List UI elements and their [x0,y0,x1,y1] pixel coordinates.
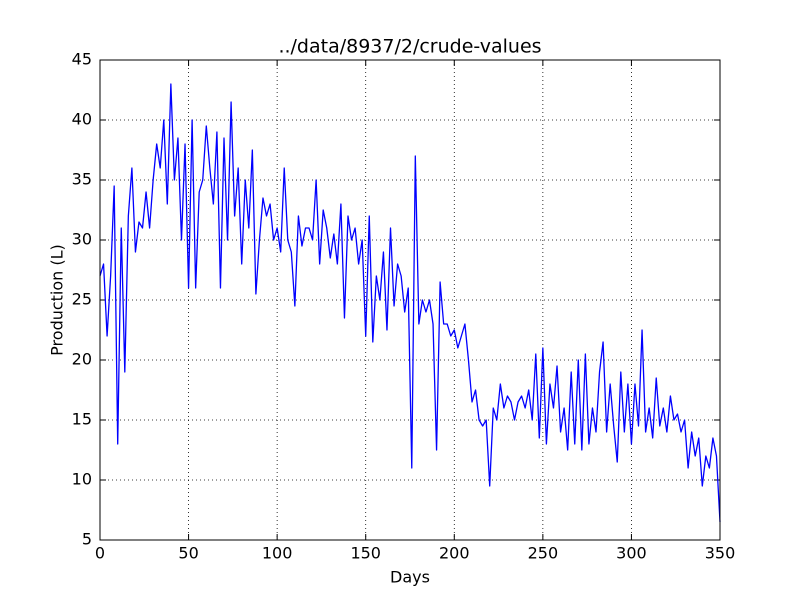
y-tick-label: 5 [82,530,92,549]
x-tick-label: 50 [178,544,198,563]
chart-title: ../data/8937/2/crude-values [278,36,541,58]
x-axis-label: Days [390,568,430,587]
x-tick-label: 300 [616,544,647,563]
x-tick-label: 0 [95,544,105,563]
y-tick-label: 40 [72,110,92,129]
x-tick-label: 250 [528,544,559,563]
y-tick-label: 30 [72,230,92,249]
x-tick-label: 200 [439,544,470,563]
x-tick-label: 150 [350,544,381,563]
y-axis-label: Production (L) [48,244,67,356]
y-tick-label: 25 [72,290,92,309]
y-tick-label: 15 [72,410,92,429]
x-tick-label: 100 [262,544,293,563]
y-tick-label: 45 [72,50,92,69]
y-tick-label: 20 [72,350,92,369]
data-line [99,83,721,523]
y-tick-label: 35 [72,170,92,189]
plot-frame [99,59,721,541]
y-tick-label: 10 [72,470,92,489]
x-tick-label: 350 [705,544,736,563]
